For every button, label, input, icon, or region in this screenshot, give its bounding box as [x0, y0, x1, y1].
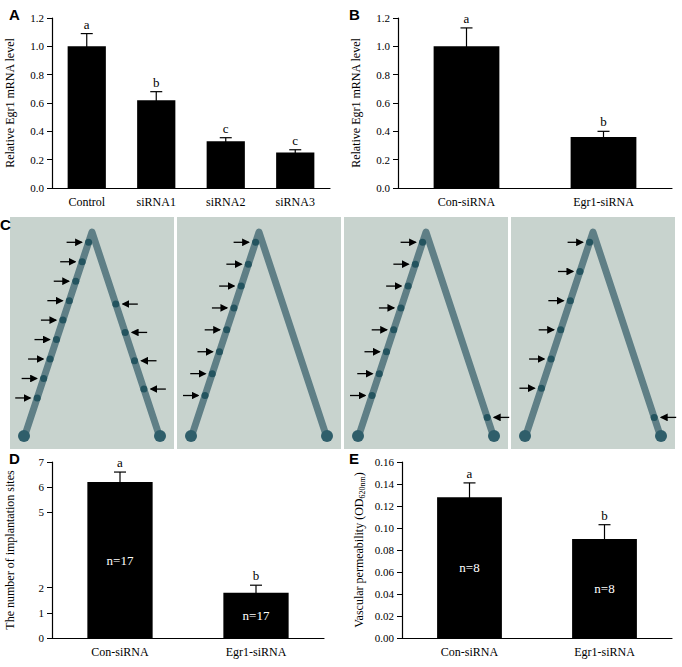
svg-text:Con-siRNA: Con-siRNA [438, 195, 496, 209]
svg-text:c: c [223, 121, 229, 136]
svg-text:0.04: 0.04 [375, 588, 395, 600]
svg-text:0.00: 0.00 [375, 632, 395, 644]
svg-text:0.2: 0.2 [376, 154, 390, 166]
svg-text:b: b [601, 508, 608, 523]
svg-text:C: C [0, 216, 11, 233]
svg-text:b: b [253, 568, 260, 583]
svg-text:1.0: 1.0 [30, 40, 44, 52]
svg-text:b: b [153, 75, 160, 90]
svg-text:Relative Egr1 mRNA level: Relative Egr1 mRNA level [3, 38, 17, 168]
svg-text:1.0: 1.0 [376, 40, 390, 52]
svg-text:0.6: 0.6 [376, 97, 390, 109]
svg-text:0.8: 0.8 [30, 69, 44, 81]
svg-text:0.4: 0.4 [30, 125, 44, 137]
svg-text:D: D [9, 450, 20, 467]
svg-text:c: c [292, 133, 298, 148]
svg-text:0.6: 0.6 [30, 97, 44, 109]
svg-text:a: a [464, 11, 470, 26]
svg-text:Vascular permeability (OD: Vascular permeability (OD [352, 498, 366, 628]
svg-text:0.12: 0.12 [375, 500, 394, 512]
svg-text:5: 5 [39, 506, 45, 518]
svg-text:0.10: 0.10 [375, 522, 395, 534]
svg-text:1.2: 1.2 [376, 12, 390, 24]
svg-text:Relative Egr1 mRNA level: Relative Egr1 mRNA level [349, 38, 363, 168]
svg-text:0.06: 0.06 [375, 566, 395, 578]
svg-text:6: 6 [39, 481, 45, 493]
svg-text:A: A [9, 6, 20, 23]
svg-text:a: a [467, 466, 473, 481]
svg-text:a: a [117, 455, 123, 470]
svg-text:n=8: n=8 [459, 560, 479, 575]
svg-text:siRNA2: siRNA2 [206, 195, 245, 209]
svg-text:0.16: 0.16 [375, 456, 395, 468]
svg-text:620nm: 620nm [358, 475, 367, 498]
svg-text:0.02: 0.02 [375, 610, 394, 622]
svg-text:0: 0 [39, 632, 45, 644]
svg-text:n=17: n=17 [243, 608, 270, 623]
svg-text:Egr1-siRNA: Egr1-siRNA [573, 195, 634, 209]
svg-text:7: 7 [39, 456, 45, 468]
svg-text:n=8: n=8 [594, 581, 614, 596]
svg-text:0.8: 0.8 [376, 69, 390, 81]
svg-text:Control: Control [68, 195, 105, 209]
svg-text:Con-siRNA: Con-siRNA [441, 645, 499, 659]
svg-text:0.4: 0.4 [376, 125, 390, 137]
svg-text:E: E [349, 450, 359, 467]
svg-text:b: b [600, 114, 607, 129]
svg-text:2: 2 [39, 582, 45, 594]
svg-text:siRNA1: siRNA1 [137, 195, 176, 209]
svg-text:a: a [84, 17, 90, 32]
svg-text:B: B [349, 6, 360, 23]
svg-text:0.14: 0.14 [375, 478, 395, 490]
svg-text:0.0: 0.0 [30, 182, 44, 194]
svg-text:Egr1-siRNA: Egr1-siRNA [226, 645, 287, 659]
svg-text:n=17: n=17 [107, 553, 134, 568]
svg-text:0.0: 0.0 [376, 182, 390, 194]
svg-text:): ) [352, 472, 366, 476]
svg-text:siRNA3: siRNA3 [276, 195, 315, 209]
svg-text:The number of implantation sit: The number of implantation sites [3, 470, 17, 630]
svg-text:Con-siRNA: Con-siRNA [91, 645, 149, 659]
svg-text:1.2: 1.2 [30, 12, 44, 24]
svg-text:Egr1-siRNA: Egr1-siRNA [574, 645, 635, 659]
svg-text:0.08: 0.08 [375, 544, 395, 556]
svg-text:0.2: 0.2 [30, 154, 44, 166]
svg-text:1: 1 [39, 607, 45, 619]
